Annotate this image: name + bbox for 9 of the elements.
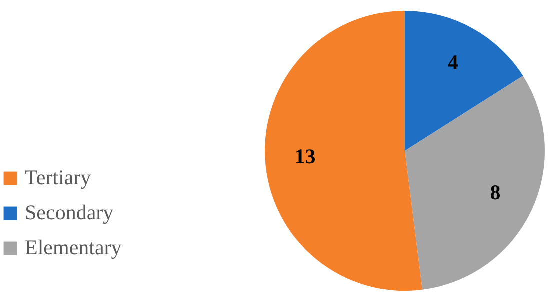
pie-slice bbox=[265, 11, 423, 291]
legend-label: Elementary bbox=[25, 236, 122, 260]
data-label: 8 bbox=[490, 180, 501, 205]
legend-label: Tertiary bbox=[25, 166, 92, 190]
data-label: 4 bbox=[448, 50, 459, 74]
data-label: 13 bbox=[294, 144, 316, 168]
pie-slice bbox=[405, 11, 524, 151]
pie-slice bbox=[405, 76, 545, 290]
legend-label: Secondary bbox=[25, 200, 114, 224]
